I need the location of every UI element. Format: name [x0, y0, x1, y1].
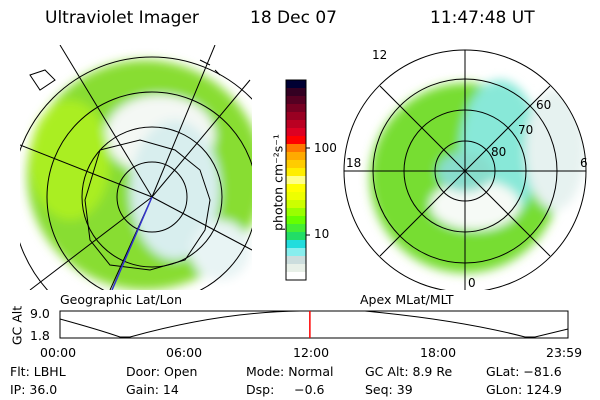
colorbar: [285, 79, 310, 281]
colorbar-swatch: [286, 240, 306, 249]
colorbar-swatch: [286, 80, 306, 89]
xtick-0600: 06:00: [166, 345, 203, 360]
apex-grid: [343, 49, 587, 290]
glat-info: GLat: −81.6: [486, 364, 562, 379]
xtick-1200: 12:00: [293, 345, 330, 360]
right-map-caption: Apex MLat/MLT: [360, 292, 454, 307]
colorbar-label: photon cm⁻²s⁻¹: [270, 134, 286, 231]
colorbar-swatch: [286, 256, 306, 265]
colorbar-swatch: [286, 104, 306, 113]
altitude-curve: [59, 310, 569, 338]
colorbar-swatch: [286, 120, 306, 129]
colorbar-swatch: [286, 200, 306, 209]
colorbar-swatch: [286, 144, 306, 153]
colorbar-swatch: [286, 216, 306, 225]
colorbar-swatch: [286, 112, 306, 121]
colorbar-swatch: [286, 248, 306, 257]
colorbar-swatch: [286, 152, 306, 161]
gain-info: Gain: 14: [126, 382, 179, 397]
colorbar-swatch: [286, 184, 306, 193]
colorbar-swatch: [286, 192, 306, 201]
colorbar-tick-100: 100: [314, 141, 337, 155]
ytick-9: 9.0: [30, 306, 50, 321]
colorbar-swatch: [286, 232, 306, 241]
dsp-info: Dsp: −0.6: [246, 382, 325, 397]
instrument-title: Ultraviolet Imager: [45, 8, 199, 28]
seq-info: Seq: 39: [365, 382, 413, 397]
colorbar-swatch: [286, 176, 306, 185]
colorbar-swatch: [286, 136, 306, 145]
colorbar-frame: [285, 79, 307, 281]
xtick-2359: 23:59: [546, 345, 583, 360]
time-label: 11:47:48 UT: [430, 8, 535, 28]
terminator-line: [111, 196, 153, 290]
aurora-emission-left: [27, 60, 252, 290]
altitude-plot: [59, 310, 569, 339]
colorbar-swatch: [286, 160, 306, 169]
mlt-0: 0: [468, 276, 476, 290]
geographic-grid: [20, 45, 252, 290]
colorbar-swatch: [286, 208, 306, 217]
colorbar-swatch: [286, 88, 306, 97]
mlt-18: 18: [346, 156, 362, 170]
lat-80: 80: [491, 145, 507, 159]
colorbar-swatch: [286, 128, 306, 137]
colorbar-swatch: [286, 168, 306, 177]
mode-info: Mode: Normal: [246, 364, 334, 379]
colorbar-swatch: [286, 96, 306, 105]
colorbar-swatch: [286, 264, 306, 273]
altitude-ylabel: GC Alt: [9, 305, 25, 346]
mlt-6: 6: [580, 156, 588, 170]
geographic-map: [20, 45, 252, 290]
colorbar-swatch: [286, 272, 306, 281]
lat-70: 70: [518, 123, 534, 137]
colorbar-swatch: [286, 224, 306, 233]
date-label: 18 Dec 07: [250, 8, 337, 28]
mlt-12: 12: [372, 48, 388, 62]
xtick-0000: 00:00: [40, 345, 77, 360]
gc-alt-info: GC Alt: 8.9 Re: [365, 364, 453, 379]
xtick-1800: 18:00: [420, 345, 457, 360]
left-map-caption: Geographic Lat/Lon: [60, 292, 182, 307]
lat-60: 60: [536, 98, 552, 112]
glon-info: GLon: 124.9: [486, 382, 562, 397]
ytick-1.8: 1.8: [30, 328, 50, 343]
colorbar-tick-10: 10: [314, 227, 330, 241]
filter-info: Flt: LBHL: [10, 364, 66, 379]
ip-info: IP: 36.0: [10, 382, 58, 397]
door-info: Door: Open: [126, 364, 198, 379]
apex-map: [343, 49, 587, 290]
